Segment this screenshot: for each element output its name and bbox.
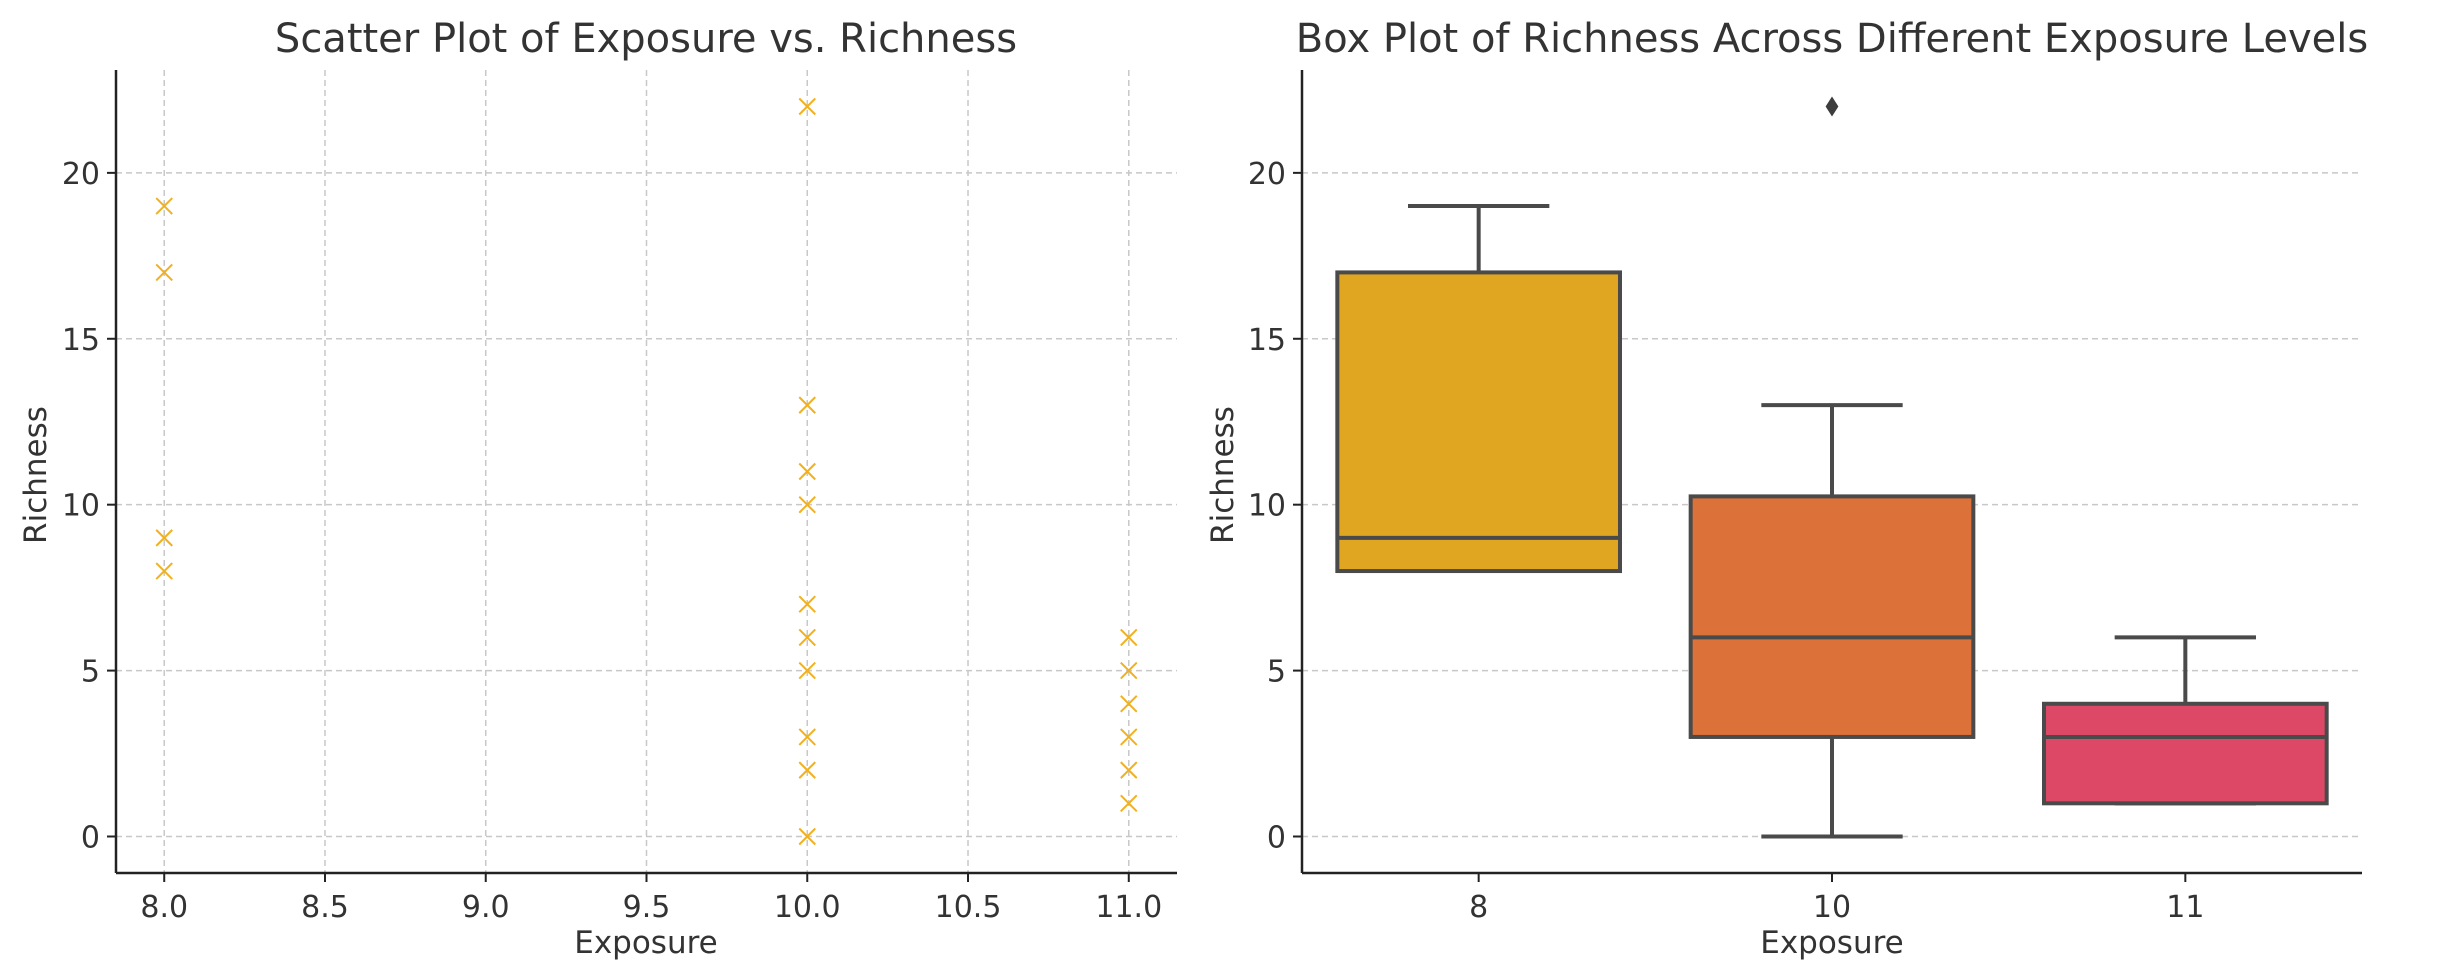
scatter-y-ticks: 0 5 10 15 20 bbox=[62, 157, 116, 856]
scatter-x-tick-label: 10.5 bbox=[935, 890, 1002, 925]
scatter-y-tick-label: 10 bbox=[62, 489, 100, 524]
scatter-point-stroke bbox=[798, 97, 816, 116]
scatter-point-stroke bbox=[798, 661, 816, 680]
scatter-y-tick-label: 15 bbox=[62, 323, 100, 358]
scatter-x-tick-label: 8.5 bbox=[301, 890, 349, 925]
scatter-point bbox=[1120, 761, 1138, 779]
scatter-grid bbox=[116, 70, 1177, 873]
scatter-point bbox=[1120, 728, 1138, 746]
scatter-point-stroke bbox=[155, 263, 173, 282]
scatter-point bbox=[798, 97, 816, 116]
scatter-points bbox=[155, 97, 1138, 846]
scatter-point bbox=[798, 661, 816, 680]
scatter-point bbox=[1120, 794, 1138, 813]
box-panel: Box Plot of Richness Across Different Ex… bbox=[1205, 16, 2368, 961]
box-body bbox=[2042, 701, 2329, 806]
scatter-point bbox=[798, 761, 816, 779]
scatter-point-stroke bbox=[798, 495, 816, 514]
scatter-point-stroke bbox=[155, 562, 173, 580]
box-group bbox=[1688, 96, 1976, 839]
scatter-point bbox=[798, 728, 816, 746]
scatter-x-tick-label: 10.0 bbox=[774, 890, 841, 925]
scatter-point-stroke bbox=[1120, 661, 1138, 680]
box-body bbox=[1335, 270, 1623, 574]
box-group bbox=[2042, 635, 2329, 806]
box-title: Box Plot of Richness Across Different Ex… bbox=[1296, 16, 2368, 62]
scatter-point bbox=[1120, 661, 1138, 680]
box-y-tick-label: 5 bbox=[1267, 655, 1286, 690]
box-x-tick-label: 11 bbox=[2166, 890, 2204, 925]
scatter-title: Scatter Plot of Exposure vs. Richness bbox=[275, 16, 1017, 62]
scatter-point bbox=[798, 628, 816, 647]
scatter-point-stroke bbox=[798, 728, 816, 746]
scatter-point-stroke bbox=[798, 462, 816, 481]
scatter-y-axis-label: Richness bbox=[18, 406, 54, 544]
scatter-point-stroke bbox=[1120, 695, 1138, 713]
scatter-y-tick-label: 0 bbox=[81, 821, 100, 856]
scatter-y-tick-label: 5 bbox=[81, 655, 100, 690]
box-y-tick-label: 10 bbox=[1248, 489, 1286, 524]
scatter-point-stroke bbox=[798, 827, 816, 846]
scatter-x-tick-label: 9.0 bbox=[462, 890, 510, 925]
scatter-panel: Scatter Plot of Exposure vs. Richness 8.… bbox=[18, 16, 1177, 961]
box-y-axis-label: Richness bbox=[1205, 406, 1241, 544]
box-x-tick-label: 8 bbox=[1469, 890, 1488, 925]
scatter-point bbox=[155, 263, 173, 282]
box-marks bbox=[1335, 96, 2329, 839]
box-x-ticks: 8 10 11 bbox=[1469, 873, 2204, 925]
scatter-point bbox=[1120, 695, 1138, 713]
box-group bbox=[1335, 204, 1623, 574]
scatter-point-stroke bbox=[1120, 728, 1138, 746]
scatter-point-stroke bbox=[155, 197, 173, 215]
scatter-point bbox=[798, 396, 816, 414]
scatter-point-stroke bbox=[798, 595, 816, 613]
scatter-point-stroke bbox=[155, 529, 173, 547]
scatter-point-stroke bbox=[1120, 761, 1138, 779]
box-x-tick-label: 10 bbox=[1813, 890, 1851, 925]
scatter-point bbox=[155, 197, 173, 215]
box-y-ticks: 0 5 10 15 20 bbox=[1248, 157, 1302, 856]
scatter-point bbox=[798, 462, 816, 481]
scatter-point-stroke bbox=[798, 761, 816, 779]
box-y-tick-label: 20 bbox=[1248, 157, 1286, 192]
box-y-tick-label: 15 bbox=[1248, 323, 1286, 358]
scatter-point-stroke bbox=[798, 396, 816, 414]
scatter-point-stroke bbox=[1120, 628, 1138, 647]
scatter-point bbox=[155, 562, 173, 580]
box-body bbox=[1688, 494, 1976, 739]
scatter-point bbox=[155, 529, 173, 547]
scatter-x-tick-label: 11.0 bbox=[1095, 890, 1162, 925]
scatter-point bbox=[798, 595, 816, 613]
scatter-point bbox=[798, 827, 816, 846]
box-outlier bbox=[1825, 96, 1839, 117]
box-y-tick-label: 0 bbox=[1267, 821, 1286, 856]
scatter-x-axis-label: Exposure bbox=[574, 925, 718, 961]
scatter-x-tick-label: 9.5 bbox=[623, 890, 671, 925]
scatter-point bbox=[1120, 628, 1138, 647]
scatter-point-stroke bbox=[1120, 794, 1138, 813]
scatter-point-stroke bbox=[798, 628, 816, 647]
box-x-axis-label: Exposure bbox=[1760, 925, 1904, 961]
scatter-point bbox=[798, 495, 816, 514]
scatter-x-ticks: 8.0 8.5 9.0 9.5 10.0 10.5 11.0 bbox=[140, 873, 1162, 925]
scatter-y-tick-label: 20 bbox=[62, 157, 100, 192]
scatter-x-tick-label: 8.0 bbox=[140, 890, 188, 925]
